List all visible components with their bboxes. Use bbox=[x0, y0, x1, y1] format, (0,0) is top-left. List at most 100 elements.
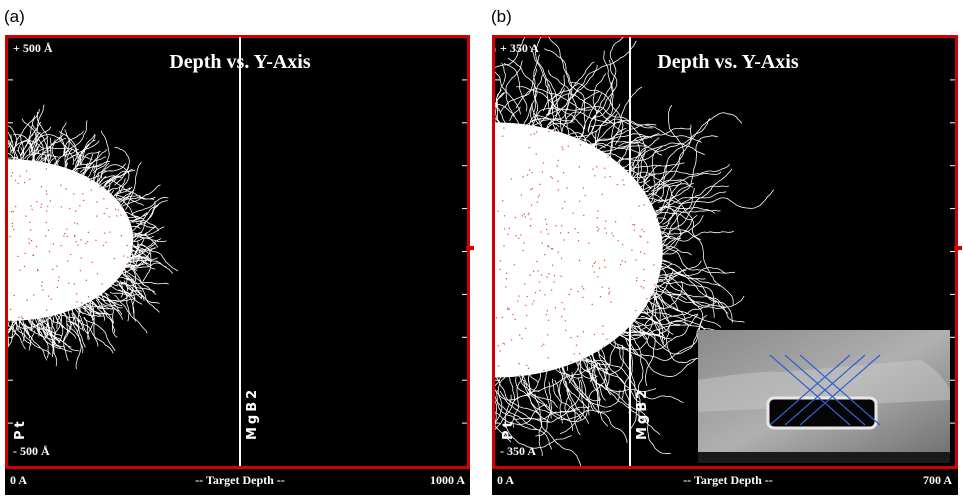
ion-track bbox=[656, 217, 658, 219]
ion-track bbox=[608, 287, 610, 289]
ion-track bbox=[641, 228, 643, 231]
layer-label: Pt bbox=[501, 418, 516, 440]
ion-track bbox=[622, 179, 624, 181]
ion-track bbox=[543, 343, 545, 345]
ion-track bbox=[611, 232, 613, 234]
ion-track bbox=[635, 259, 637, 261]
ion-track bbox=[593, 271, 596, 273]
ion-tracks bbox=[1, 104, 179, 369]
ion-track bbox=[521, 215, 524, 217]
ion-track bbox=[503, 215, 506, 217]
ion-track bbox=[519, 334, 521, 336]
ion-track bbox=[631, 249, 633, 251]
ion-track bbox=[476, 338, 477, 339]
ion-track bbox=[473, 320, 474, 321]
ion-track bbox=[636, 279, 638, 282]
ion-track bbox=[99, 185, 101, 188]
ion-track bbox=[480, 158, 481, 159]
ion-track bbox=[19, 269, 21, 271]
ion-track bbox=[640, 251, 642, 253]
layer-label: MgB2 bbox=[635, 387, 650, 440]
ion-track bbox=[553, 275, 556, 277]
ion-track bbox=[563, 308, 565, 310]
ion-track bbox=[76, 223, 79, 225]
ion-track bbox=[499, 350, 501, 352]
ion-track bbox=[621, 260, 623, 262]
ion-track bbox=[95, 239, 97, 241]
ion-track bbox=[47, 205, 49, 207]
ion-track bbox=[541, 242, 543, 244]
ion-track bbox=[485, 272, 486, 273]
ion-track bbox=[606, 338, 608, 341]
ion-track bbox=[485, 225, 486, 226]
ion-track bbox=[474, 184, 475, 185]
ion-tracks bbox=[471, 37, 775, 466]
ion-track bbox=[578, 353, 581, 355]
ion-track bbox=[609, 175, 611, 178]
ion-track bbox=[578, 360, 580, 363]
ion-track bbox=[503, 228, 506, 230]
ion-track bbox=[528, 367, 530, 369]
ion-track bbox=[522, 176, 524, 178]
ion-track bbox=[581, 285, 584, 288]
ion-track bbox=[474, 283, 475, 284]
ion-track bbox=[79, 270, 82, 272]
ion-track bbox=[23, 265, 26, 268]
ion-track bbox=[491, 146, 492, 147]
ion-track bbox=[17, 182, 19, 184]
ion-track bbox=[82, 193, 84, 195]
plot-title: Depth vs. Y-Axis bbox=[169, 51, 311, 73]
ion-track bbox=[519, 375, 521, 377]
ion-track bbox=[2, 224, 3, 225]
ion-track bbox=[113, 257, 115, 260]
y-bottom-label: - 350 A bbox=[500, 444, 536, 458]
ion-track bbox=[22, 317, 24, 319]
ion-track bbox=[40, 285, 43, 287]
ion-track bbox=[30, 239, 33, 242]
ion-track bbox=[76, 293, 78, 295]
ion-track bbox=[517, 300, 519, 302]
ion-track bbox=[483, 133, 484, 134]
ion-track bbox=[506, 272, 508, 274]
ion-track bbox=[546, 228, 548, 231]
ion-track bbox=[579, 200, 581, 202]
ion-track bbox=[561, 225, 563, 227]
ion-track bbox=[508, 308, 510, 310]
ion-track bbox=[104, 232, 106, 234]
ion-track bbox=[559, 232, 562, 234]
ion-track bbox=[653, 290, 656, 293]
ion-track bbox=[497, 377, 499, 379]
ion-track bbox=[490, 182, 491, 183]
ion-track bbox=[514, 216, 516, 219]
ion-track bbox=[533, 270, 535, 272]
ion-track bbox=[531, 172, 533, 174]
ion-track bbox=[132, 245, 134, 248]
ion-track bbox=[503, 245, 505, 247]
ion-track bbox=[633, 224, 636, 226]
ion-track bbox=[623, 184, 625, 186]
ion-track bbox=[503, 127, 505, 129]
ion-track bbox=[103, 212, 105, 215]
ion-track bbox=[547, 245, 549, 247]
ion-track bbox=[501, 316, 504, 319]
ion-track bbox=[96, 215, 98, 217]
ion-track bbox=[24, 181, 26, 184]
ion-track bbox=[1, 185, 2, 186]
ion-track bbox=[471, 363, 472, 364]
ion-track bbox=[562, 172, 565, 174]
ion-track bbox=[624, 261, 626, 263]
ion-track bbox=[476, 291, 477, 292]
ion-track bbox=[547, 357, 549, 359]
ion-track bbox=[21, 316, 23, 318]
ion-track bbox=[513, 264, 515, 266]
ion-track bbox=[66, 310, 68, 313]
ion-track bbox=[495, 37, 775, 466]
ion-track bbox=[502, 200, 504, 202]
ion-track bbox=[572, 212, 574, 214]
ion-track bbox=[653, 264, 655, 266]
ion-track bbox=[643, 204, 645, 206]
ion-track bbox=[578, 166, 581, 168]
ion-track bbox=[535, 153, 537, 155]
ion-track bbox=[597, 230, 599, 232]
